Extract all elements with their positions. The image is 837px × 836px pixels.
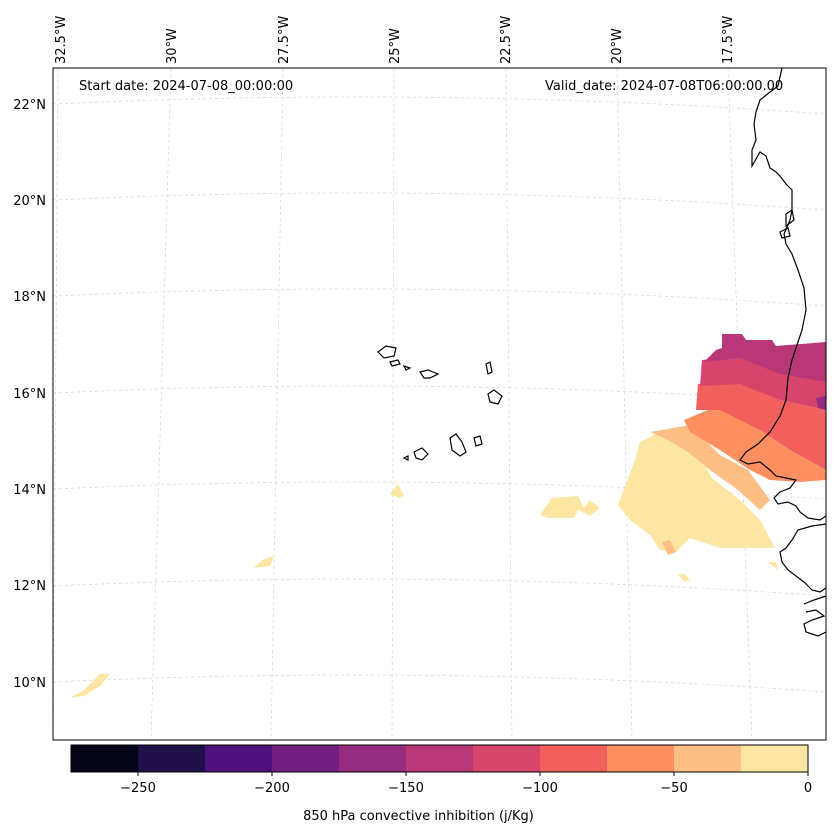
colorbar-segment bbox=[339, 745, 407, 772]
colorbar-tick-200: −200 bbox=[254, 781, 290, 796]
cin-patch-g bbox=[662, 540, 676, 555]
colorbar-segment bbox=[272, 745, 340, 772]
island-sal bbox=[485, 361, 493, 375]
cin-zone-magenta bbox=[704, 334, 826, 382]
cin-patch-c bbox=[254, 556, 274, 568]
cin-patch-b bbox=[390, 484, 404, 498]
colorbar-segment bbox=[473, 745, 541, 772]
lat-label-20n: 20°N bbox=[13, 194, 46, 209]
island-sao-vicente bbox=[389, 359, 401, 367]
africa-coastline bbox=[739, 67, 827, 637]
colorbar-segment bbox=[607, 745, 675, 772]
start-date-label: Start date: 2024-07-08_00:00:00 bbox=[79, 79, 294, 94]
colorbar-tick-100: −100 bbox=[522, 781, 558, 796]
lat-label-10n: 10°N bbox=[13, 676, 46, 691]
colorbar-tick-0: 0 bbox=[803, 781, 813, 796]
graticule bbox=[52, 67, 827, 741]
map-frame bbox=[52, 67, 827, 741]
colorbar-segment bbox=[540, 745, 608, 772]
island-santo-antao bbox=[377, 345, 397, 359]
lat-label-14n: 14°N bbox=[13, 483, 46, 498]
island-sao-nicolau bbox=[419, 369, 440, 379]
colorbar-segment bbox=[71, 745, 139, 772]
colorbar-segment bbox=[674, 745, 742, 772]
island-santa-luzia bbox=[402, 364, 412, 371]
island-maio bbox=[473, 435, 483, 447]
cin-zone-coral bbox=[696, 380, 826, 470]
colorbar-segment bbox=[741, 745, 809, 772]
colorbar-segment bbox=[406, 745, 474, 772]
colorbar-segment bbox=[138, 745, 206, 772]
cin-patch-e bbox=[678, 574, 690, 582]
lat-label-18n: 18°N bbox=[13, 290, 46, 305]
colorbar-title: 850 hPa convective inhibition (j/Kg) bbox=[303, 809, 534, 824]
colorbar-tick-250: −250 bbox=[120, 781, 156, 796]
island-santiago bbox=[449, 433, 467, 457]
cin-zone-peach bbox=[650, 425, 770, 510]
cin-zone-rose bbox=[700, 356, 826, 410]
canary-coast-detail bbox=[779, 209, 795, 239]
lat-label-16n: 16°N bbox=[13, 387, 46, 402]
colorbar-frame bbox=[70, 744, 809, 773]
cin-field bbox=[70, 334, 826, 698]
cin-zone-purple bbox=[816, 396, 826, 410]
island-fogo bbox=[413, 447, 429, 461]
colorbar-segment bbox=[205, 745, 273, 772]
lat-label-12n: 12°N bbox=[13, 579, 46, 594]
lat-label-22n: 22°N bbox=[13, 98, 46, 113]
cin-patch-f bbox=[768, 562, 778, 570]
cin-zone-orange bbox=[684, 405, 826, 482]
valid-date-label: Valid_date: 2024-07-08T06:00:00.00 bbox=[545, 79, 784, 94]
cin-zone-light bbox=[618, 432, 775, 552]
colorbar-tick-50: −50 bbox=[660, 781, 688, 796]
cin-patch-a bbox=[540, 496, 600, 518]
coastlines bbox=[739, 67, 827, 637]
colorbar-tick-150: −150 bbox=[388, 781, 424, 796]
colorbar bbox=[70, 744, 809, 776]
cape-verde-islands bbox=[377, 345, 503, 461]
cin-patch-d bbox=[70, 674, 110, 698]
island-boa-vista bbox=[487, 389, 503, 405]
island-brava bbox=[402, 455, 409, 461]
